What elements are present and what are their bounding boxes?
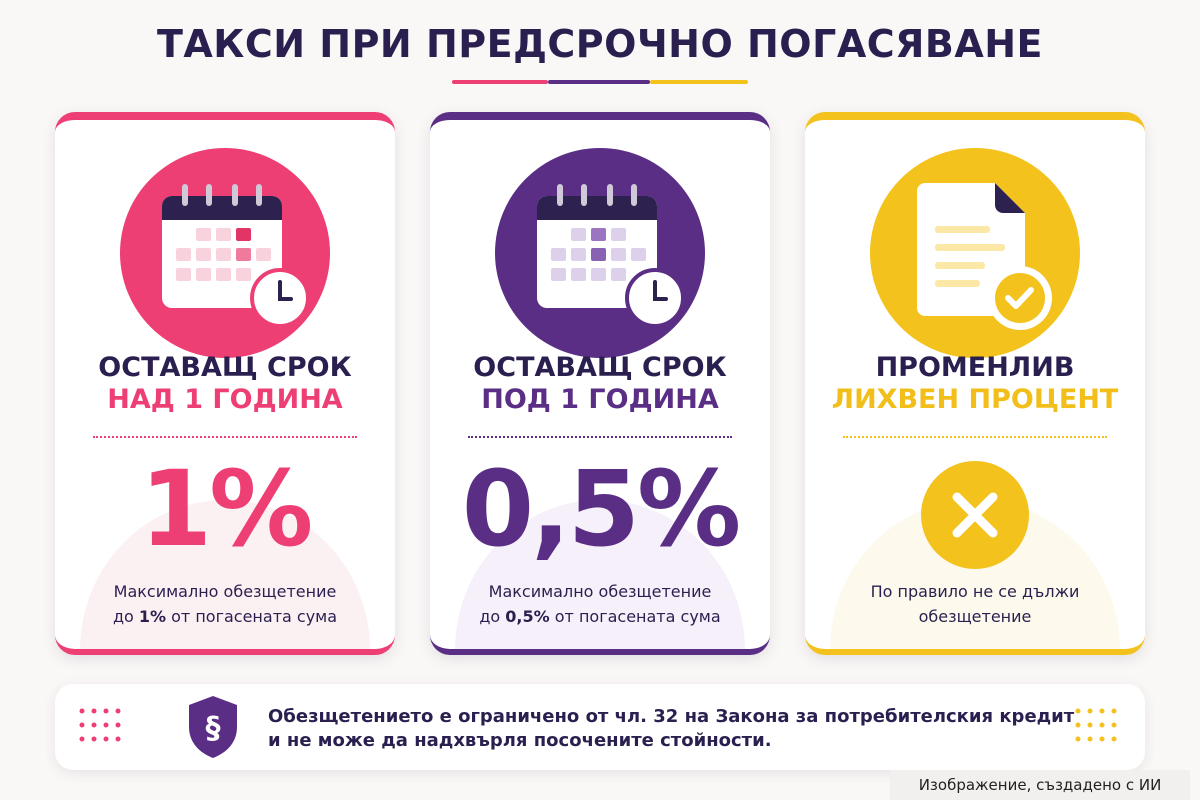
- description: Максимално обезщетение: [55, 582, 395, 601]
- footer-line: и не може да надхвърля посочените стойно…: [268, 730, 772, 751]
- dots-decor: [1075, 708, 1117, 742]
- svg-text:§: §: [206, 711, 221, 746]
- title: ТАКСИ ПРИ ПРЕДСРОЧНО ПОГАСЯВАНЕ: [156, 22, 1044, 66]
- underline: [548, 80, 650, 84]
- watermark: Изображение, създадено с ИИ: [890, 770, 1190, 800]
- divider: [93, 436, 357, 438]
- card-heading: ПРОМЕНЛИВ: [875, 352, 1075, 383]
- footer-note: § Обезщетението е ограничено от чл. 32 н…: [55, 684, 1145, 770]
- card: ОСТАВАЩ СРОК ПОД 1 ГОДИНА 0,5% Максималн…: [430, 112, 770, 655]
- card-subheading: НАД 1 ГОДИНА: [107, 384, 343, 415]
- card: ОСТАВАЩ СРОК НАД 1 ГОДИНА 1% Максимално …: [55, 112, 395, 655]
- divider: [468, 436, 732, 438]
- text: от погасената сума: [549, 607, 721, 626]
- text: Максимално обезщетение: [113, 582, 337, 601]
- description: обезщетение: [805, 607, 1145, 626]
- divider: [843, 436, 1107, 438]
- calendar-icon: [495, 148, 705, 358]
- dots-decor: [79, 708, 121, 742]
- description: Максимално обезщетение: [430, 582, 770, 601]
- description: По правило не се дължи: [805, 582, 1145, 601]
- text: По правило не се дължи: [870, 582, 1080, 601]
- document-icon: [870, 148, 1080, 358]
- text: до: [112, 607, 139, 626]
- card: ПРОМЕНЛИВ ЛИХВЕН ПРОЦЕНТ По правило не с…: [805, 112, 1145, 655]
- text: обезщетение: [918, 607, 1032, 626]
- text: до: [479, 607, 506, 626]
- calendar-icon: [120, 148, 330, 358]
- underline: [650, 80, 748, 84]
- underline: [452, 80, 548, 84]
- shield-icon: §: [189, 696, 237, 758]
- highlight: 0,5%: [505, 607, 550, 626]
- x-icon: [921, 461, 1029, 569]
- highlight: 1%: [138, 607, 167, 626]
- description: до 0,5% от погасената сума: [430, 607, 770, 626]
- card-heading: ОСТАВАЩ СРОК: [473, 352, 727, 383]
- card-value: 1%: [139, 448, 314, 570]
- card-heading: ОСТАВАЩ СРОК: [98, 352, 352, 383]
- card-subheading: ПОД 1 ГОДИНА: [481, 384, 719, 415]
- description: до 1% от погасената сума: [55, 607, 395, 626]
- card-subheading: ЛИХВЕН ПРОЦЕНТ: [831, 384, 1119, 415]
- card-value: 0,5%: [461, 448, 741, 570]
- text: от погасената сума: [166, 607, 338, 626]
- text: Максимално обезщетение: [488, 582, 712, 601]
- footer-line: Обезщетението е ограничено от чл. 32 на …: [268, 706, 1075, 727]
